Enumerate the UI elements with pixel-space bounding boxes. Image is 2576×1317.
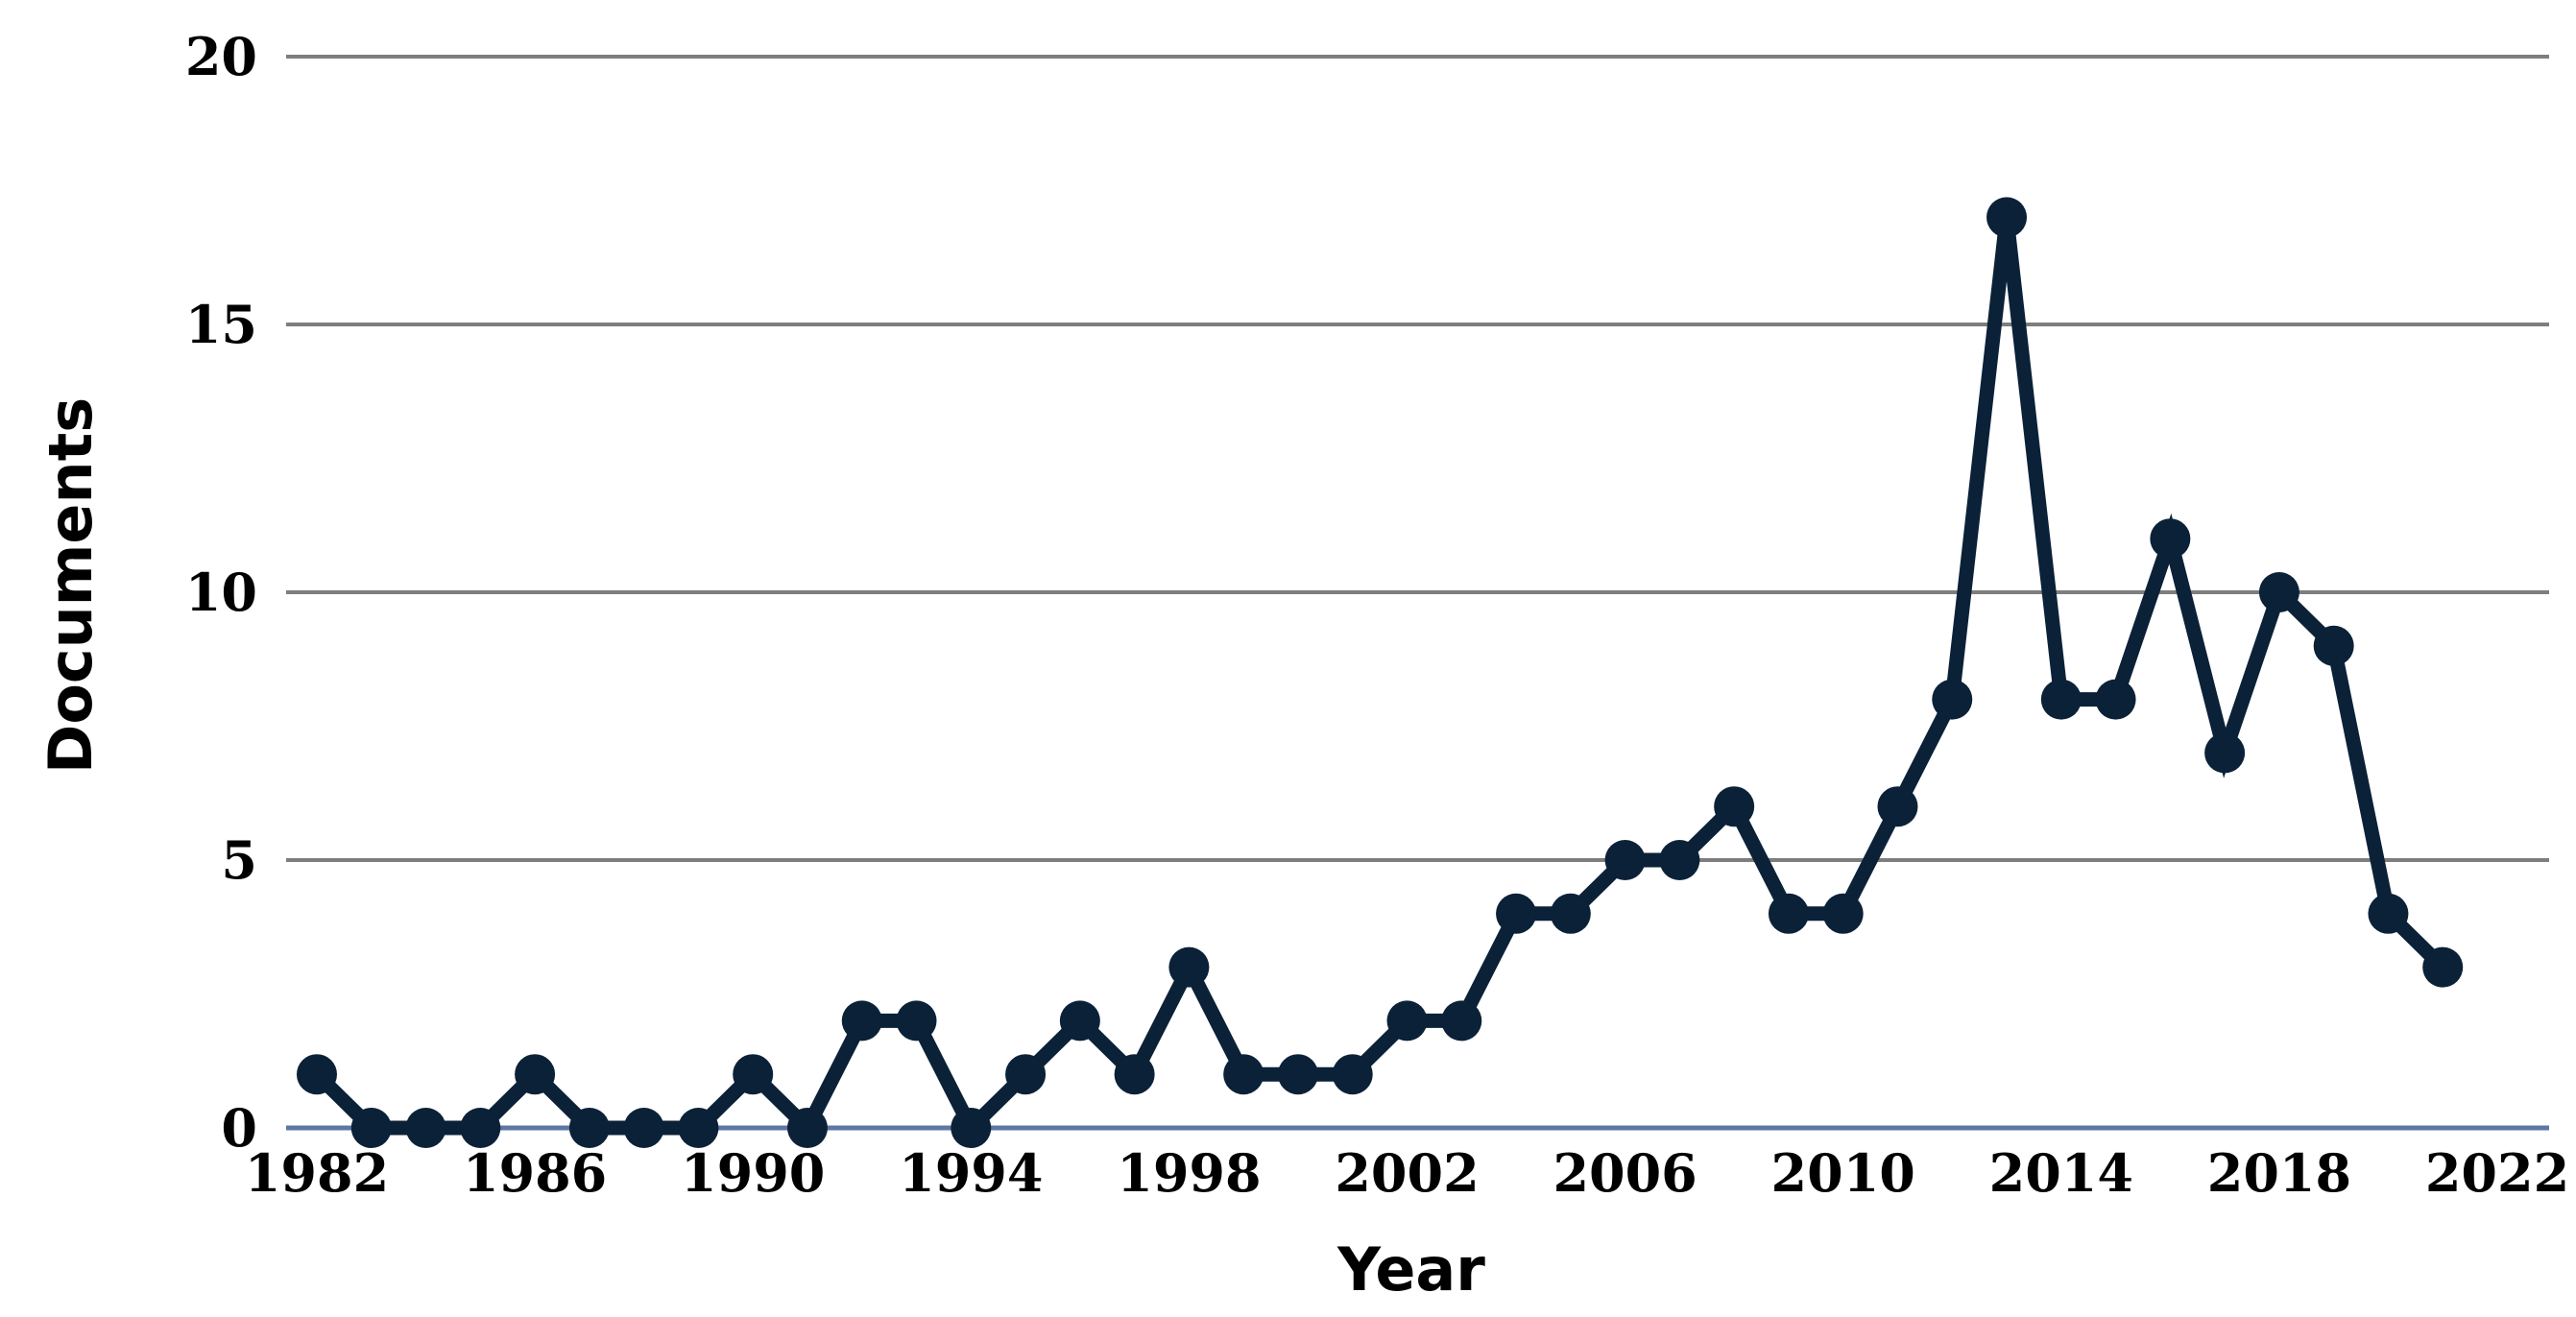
data-series: [297, 197, 2464, 1148]
x-axis-tick-labels: 1982 1986 1990 1994 1998 2002 2006 2010 2014 2018…: [245, 1142, 2569, 1204]
x-tick-label-2014: 2014: [1989, 1142, 2133, 1204]
x-tick-label-1982: 1982: [245, 1142, 389, 1204]
data-markers: [297, 197, 2464, 1148]
gridlines: [286, 55, 2549, 1131]
data-point-1983: [350, 1108, 392, 1148]
data-point-2005: [1550, 893, 1591, 934]
data-point-1990: [733, 1054, 774, 1095]
x-tick-label-1986: 1986: [463, 1142, 607, 1204]
data-point-2021: [2422, 946, 2464, 988]
data-point-2004: [1496, 893, 1537, 934]
data-point-1998: [1168, 946, 1210, 988]
x-tick-label-1990: 1990: [681, 1142, 825, 1204]
data-point-1993: [896, 1000, 937, 1042]
x-tick-label-2002: 2002: [1335, 1142, 1479, 1204]
x-tick-label-2018: 2018: [2207, 1142, 2351, 1204]
data-point-1997: [1114, 1054, 1155, 1095]
data-point-2003: [1441, 1000, 1482, 1042]
data-point-1994: [951, 1108, 992, 1148]
x-tick-label-2006: 2006: [1553, 1142, 1697, 1204]
data-point-2014: [2040, 679, 2082, 720]
data-point-2019: [2313, 625, 2354, 666]
y-tick-label-20: 20: [185, 26, 257, 87]
y-tick-label-0: 0: [221, 1097, 257, 1159]
y-tick-label-5: 5: [221, 829, 257, 891]
data-point-1996: [1059, 1000, 1100, 1042]
data-point-1987: [568, 1108, 610, 1148]
data-point-2018: [2258, 572, 2299, 612]
data-point-2000: [1277, 1054, 1318, 1095]
data-point-2017: [2204, 732, 2246, 774]
x-axis-title: Year: [1336, 1234, 1485, 1305]
data-point-2008: [1714, 786, 1755, 827]
data-point-1989: [678, 1108, 719, 1148]
data-point-2002: [1386, 1000, 1428, 1042]
data-point-1988: [623, 1108, 664, 1148]
x-tick-label-2022: 2022: [2425, 1142, 2569, 1204]
data-point-2012: [1932, 679, 1973, 720]
data-point-2009: [1768, 893, 1809, 934]
data-point-2010: [1822, 893, 1864, 934]
data-point-2013: [1986, 197, 2028, 238]
y-tick-label-15: 15: [185, 294, 257, 355]
data-point-2015: [2095, 679, 2136, 720]
data-point-1982: [297, 1054, 337, 1095]
data-point-2007: [1659, 840, 1700, 880]
data-point-1991: [786, 1108, 828, 1148]
x-tick-label-1998: 1998: [1117, 1142, 1261, 1204]
data-point-2016: [2150, 518, 2191, 560]
data-line: [309, 216, 2450, 1140]
data-point-1984: [405, 1108, 446, 1148]
x-tick-label-2010: 2010: [1771, 1142, 1915, 1204]
data-point-2001: [1332, 1054, 1373, 1095]
data-point-1995: [1005, 1054, 1047, 1095]
data-point-1992: [841, 1000, 882, 1042]
y-axis-tick-labels: 0 5 10 15 20: [185, 26, 257, 1159]
data-point-1999: [1223, 1054, 1264, 1095]
data-point-2006: [1604, 840, 1646, 880]
data-point-2011: [1877, 786, 1918, 827]
data-point-2020: [2368, 893, 2409, 934]
x-tick-label-1994: 1994: [899, 1142, 1043, 1204]
data-point-1986: [515, 1054, 556, 1095]
data-point-1985: [460, 1108, 501, 1148]
y-axis-title: Documents: [36, 397, 106, 774]
y-tick-label-10: 10: [185, 562, 257, 623]
